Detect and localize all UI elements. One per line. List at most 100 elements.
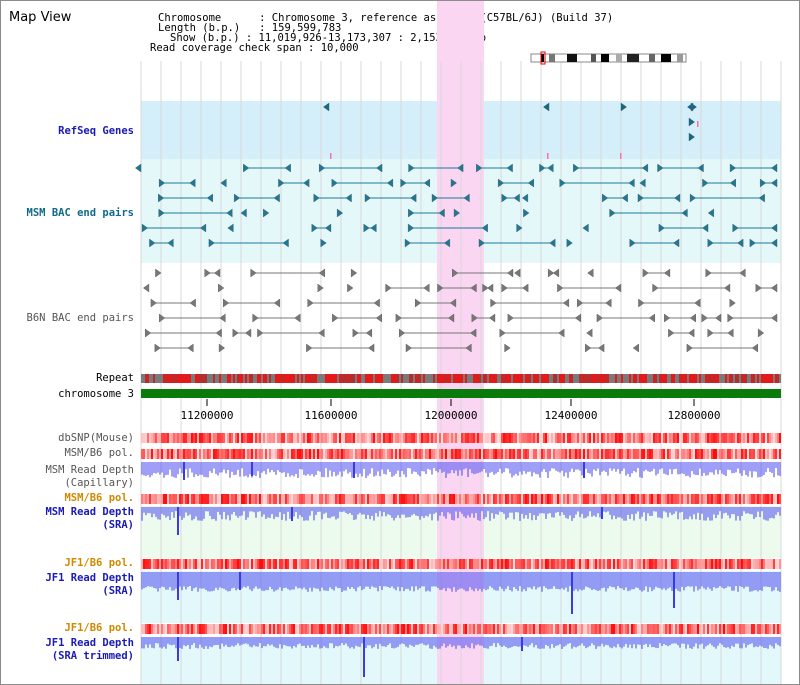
dbsnp-cell <box>437 433 439 443</box>
jf1-depth-trimmed <box>749 637 751 645</box>
msm-bac-end <box>443 238 451 248</box>
repeat-seg <box>615 374 617 383</box>
msm-pol2-cell <box>331 494 333 504</box>
msm-pol-cell <box>403 449 405 459</box>
track-label-dbsnp[interactable]: dbSNP(Mouse) <box>58 432 134 444</box>
msm-depth-sra <box>193 507 195 520</box>
msm-depth-cap <box>665 462 667 475</box>
msm-depth-sra <box>421 507 423 517</box>
track-label-msm-bac[interactable]: MSM BAC end pairs <box>26 207 134 219</box>
repeat-seg <box>723 374 725 383</box>
msm-depth-cap <box>409 462 411 469</box>
jf1-pol2-cell <box>183 624 185 634</box>
jf1-pol-cell <box>735 559 737 569</box>
track-label-refseq[interactable]: RefSeq Genes <box>58 125 134 137</box>
b6n-bac-end <box>223 298 230 308</box>
jf1-depth-trimmed <box>481 637 483 646</box>
msm-depth-sra <box>737 507 739 517</box>
jf1-pol-cell <box>179 559 181 569</box>
msm-depth-cap <box>733 462 735 473</box>
repeat-seg <box>755 374 757 383</box>
track-label-msm-b6-pol[interactable]: MSM/B6 pol. <box>64 447 134 459</box>
msm-pol2-cell <box>747 494 749 504</box>
jf1-depth-trimmed <box>479 637 481 646</box>
track-label-jf1-depth-trimmed[interactable]: JF1 Read Depth <box>45 637 134 649</box>
dbsnp-cell <box>619 433 621 443</box>
msm-pol-cell <box>281 449 283 459</box>
msm-depth-cap <box>283 462 285 473</box>
msm-depth-cap <box>281 462 283 473</box>
jf1-pol-cell <box>715 559 717 569</box>
msm-bac-end <box>408 208 415 218</box>
msm-depth-cap <box>295 462 297 475</box>
dbsnp-cell <box>333 433 335 443</box>
jf1-depth-sra <box>591 572 593 591</box>
repeat-seg <box>629 374 631 383</box>
jf1-pol-cell <box>677 559 679 569</box>
msm-pol-cell <box>367 449 369 459</box>
track-label-msm-depth-capillary[interactable]: MSM Read Depth <box>45 464 134 476</box>
msm-depth-cap <box>667 462 669 476</box>
msm-depth-cap <box>467 462 469 478</box>
msm-depth-cap <box>297 462 299 478</box>
b6n-bac-end <box>437 283 444 293</box>
msm-pol-cell <box>535 449 537 459</box>
msm-pol-cell <box>749 449 751 459</box>
jf1-pol-cell <box>761 559 763 569</box>
jf1-pol2-cell <box>687 624 689 634</box>
msm-pol-cell <box>337 449 339 459</box>
repeat-seg <box>481 374 483 383</box>
jf1-depth-sra <box>709 572 711 589</box>
repeat-seg <box>737 374 739 383</box>
repeat-seg <box>245 374 247 383</box>
msm-depth-cap <box>157 462 159 473</box>
msm-pol-cell <box>501 449 503 459</box>
msm-pol-cell <box>657 449 659 459</box>
track-label-b6n-bac[interactable]: B6N BAC end pairs <box>26 312 134 324</box>
msm-depth-cap <box>541 462 543 472</box>
jf1-depth-trimmed <box>409 637 411 645</box>
msm-bac-end <box>702 178 709 188</box>
track-label-msm-depth-sra[interactable]: MSM Read Depth <box>45 506 134 518</box>
jf1-pol2-cell <box>513 624 515 634</box>
jf1-depth-sra <box>675 572 677 589</box>
msm-depth-cap <box>287 462 289 474</box>
msm-depth-cap <box>187 462 189 478</box>
repeat-seg <box>675 374 677 383</box>
track-label-jf1-b6-pol-2[interactable]: JF1/B6 pol. <box>64 622 134 634</box>
b6n-bac-end <box>757 328 765 338</box>
jf1-depth-trimmed <box>743 637 745 644</box>
msm-depth-sra <box>273 507 275 520</box>
jf1-pol-cell <box>153 559 155 569</box>
msm-depth-cap <box>377 462 379 472</box>
jf1-depth-trimmed <box>773 637 775 649</box>
msm-depth-sra <box>543 507 545 514</box>
track-label-jf1-depth-sra[interactable]: JF1 Read Depth <box>45 572 134 584</box>
msm-depth-sra <box>207 507 209 512</box>
jf1-pol-cell <box>665 559 667 569</box>
repeat-seg <box>179 374 181 383</box>
repeat-seg <box>479 374 481 383</box>
repeat-seg <box>233 374 235 383</box>
msm-depth-cap <box>257 462 259 472</box>
jf1-depth-sra <box>717 572 719 588</box>
msm-depth-cap <box>653 462 655 469</box>
msm-pol2-cell <box>297 494 299 504</box>
msm-pol2-cell <box>317 494 319 504</box>
dbsnp-cell <box>329 433 331 443</box>
jf1-pol2-cell <box>399 624 401 634</box>
track-label-msm-b6-pol-2[interactable]: MSM/B6 pol. <box>64 492 134 504</box>
msm-depth-sra <box>437 507 439 521</box>
repeat-seg <box>605 374 607 383</box>
msm-bac-end <box>407 223 415 233</box>
msm-bac-end <box>400 178 407 188</box>
dbsnp-cell <box>371 433 373 443</box>
track-label-jf1-b6-pol[interactable]: JF1/B6 pol. <box>64 557 134 569</box>
jf1-pol-cell <box>263 559 265 569</box>
jf1-pol2-cell <box>319 624 321 634</box>
jf1-depth-trimmed <box>345 637 347 644</box>
jf1-depth-trimmed <box>543 637 545 649</box>
jf1-depth-trimmed <box>181 637 183 649</box>
jf1-depth-trimmed <box>453 637 455 646</box>
